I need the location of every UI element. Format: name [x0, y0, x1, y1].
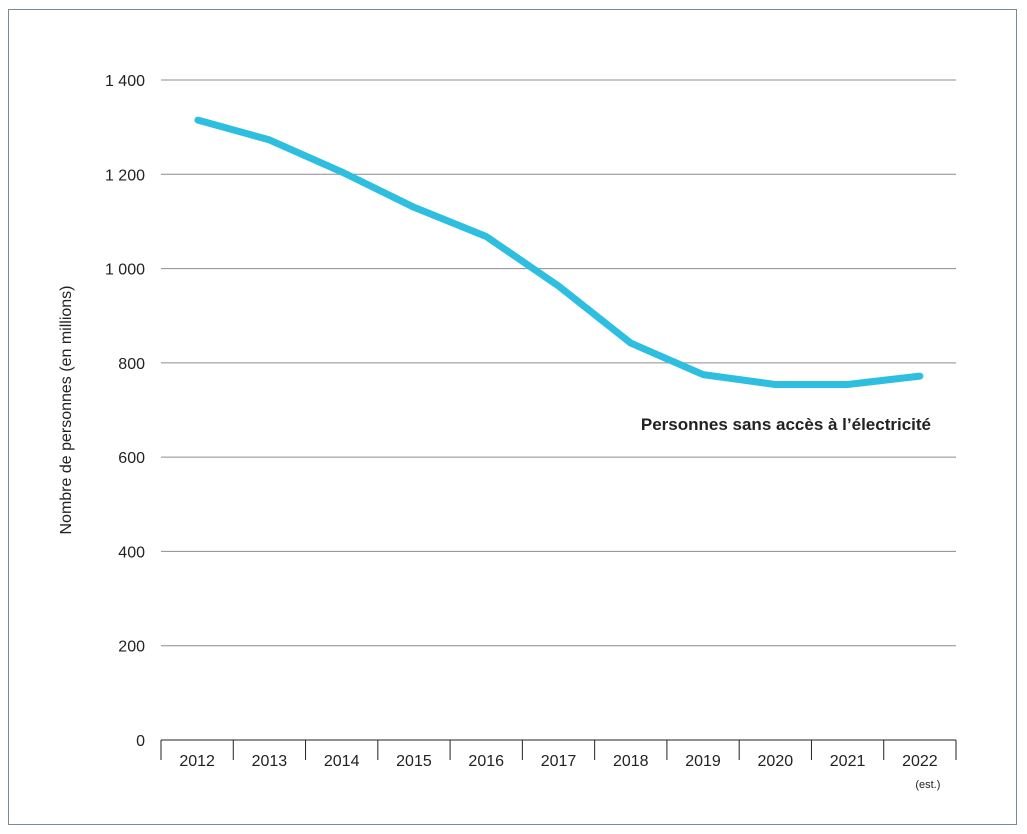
y-axis-tick-labels: 0 200 400 600 800 1 000 1 200 1 400	[105, 73, 145, 750]
x-tick-label: 2022	[902, 753, 938, 770]
x-tick-label: 2021	[830, 753, 866, 770]
y-tick-label: 800	[118, 356, 145, 373]
x-tick-label: 2017	[541, 753, 577, 770]
x-tick-label: 2013	[252, 753, 288, 770]
x-axis: 2012 2013 2014 2015 2016 2017 2018 2019 2020 2021…	[160, 739, 957, 791]
y-tick-label: 200	[118, 639, 145, 656]
y-tick-label: 1 000	[105, 262, 145, 279]
y-axis-title: Nombre de personnes (en millions)	[58, 286, 75, 535]
x-tick-label: 2014	[324, 753, 360, 770]
y-tick-label: 600	[118, 450, 145, 467]
chart-frame	[8, 9, 1017, 825]
y-tick-label: 400	[118, 544, 145, 561]
x-tick-label: 2020	[758, 753, 794, 770]
x-tick-label: 2016	[468, 753, 504, 770]
y-tick-label: 0	[136, 733, 145, 750]
x-tick-label: 2012	[179, 753, 215, 770]
y-tick-label: 1 400	[105, 73, 145, 90]
series-lines	[194, 116, 924, 388]
x-tick-note: (est.)	[915, 779, 940, 791]
x-tick-label: 2019	[685, 753, 721, 770]
x-tick-label: 2018	[613, 753, 649, 770]
x-tick-label: 2015	[396, 753, 432, 770]
y-tick-label: 1 200	[105, 167, 145, 184]
series-label: Personnes sans accès à l’électricité	[641, 415, 931, 434]
series-line	[194, 116, 924, 388]
gridlines	[161, 79, 956, 647]
